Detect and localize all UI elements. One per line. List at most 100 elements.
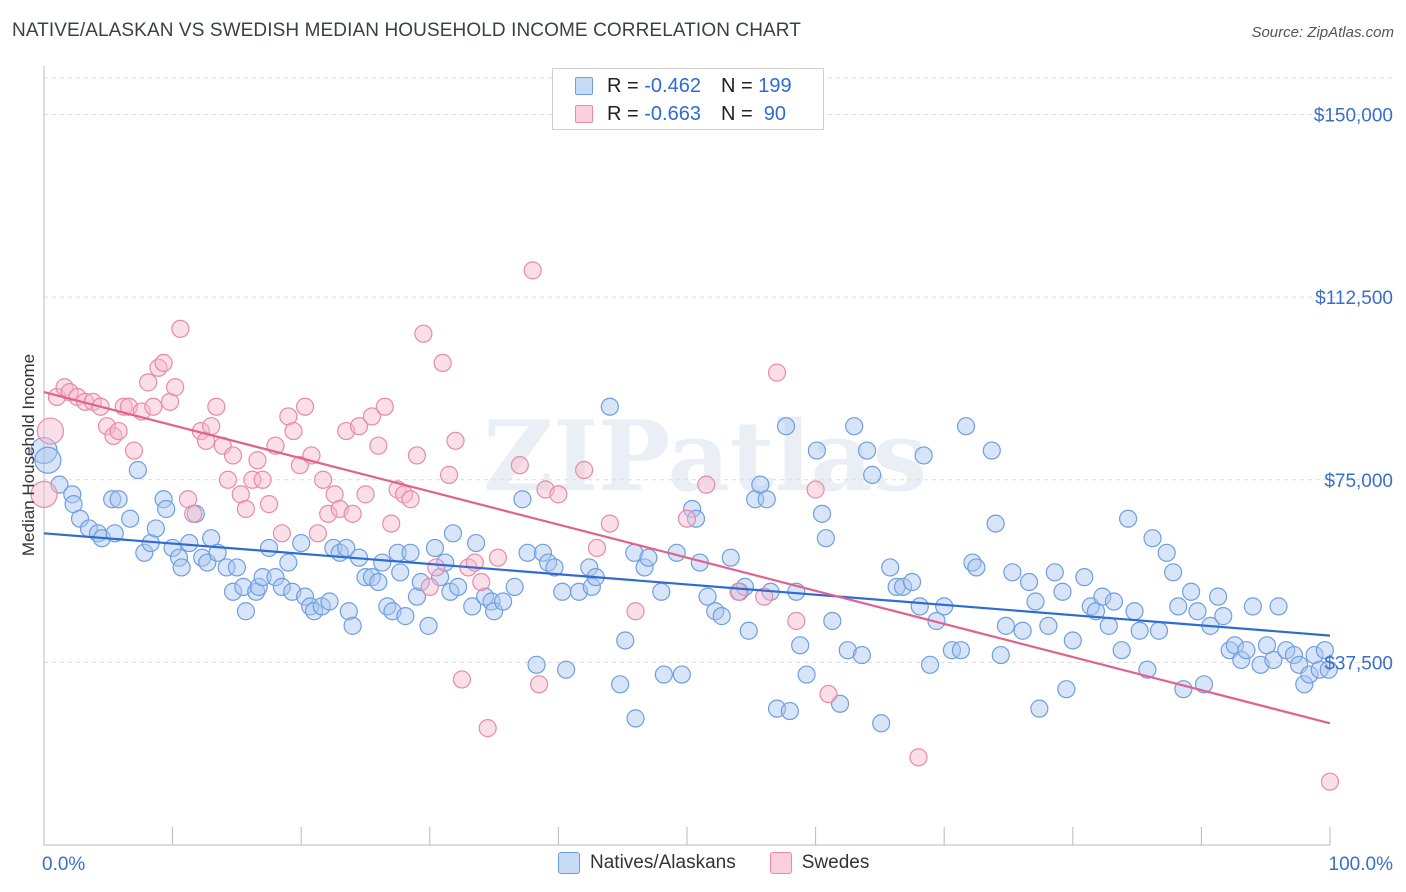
- data-point: [243, 470, 262, 489]
- data-point: [396, 607, 415, 626]
- data-point: [611, 675, 630, 694]
- data-point: [172, 558, 191, 577]
- legend-label-swedes: Swedes: [801, 852, 870, 873]
- data-point: [227, 558, 246, 577]
- data-point: [166, 378, 185, 397]
- data-point: [292, 533, 311, 553]
- legend-n-label: N =: [720, 102, 759, 125]
- data-point: [767, 363, 787, 382]
- data-point: [373, 553, 392, 572]
- y-tick-label: $75,000: [1324, 471, 1393, 492]
- data-point: [180, 533, 199, 553]
- legend-item-swedes: Swedes: [769, 852, 870, 874]
- y-tick-label: $37,500: [1324, 653, 1393, 674]
- data-point: [207, 397, 226, 416]
- data-point: [513, 490, 532, 509]
- data-point: [626, 602, 645, 621]
- legend-n-value: 90: [758, 102, 787, 125]
- data-point: [780, 701, 799, 721]
- data-point: [427, 558, 446, 577]
- legend-row-natives: R = -0.462 N = 199: [575, 73, 792, 99]
- data-point: [1269, 597, 1288, 616]
- data-point: [1143, 529, 1162, 548]
- data-point: [819, 684, 838, 704]
- grid-lines: [44, 77, 1394, 663]
- data-point: [36, 417, 65, 445]
- data-point: [63, 485, 82, 504]
- data-point: [217, 558, 236, 577]
- legend-swatch-natives: [575, 77, 593, 95]
- data-point: [1039, 616, 1058, 635]
- data-point: [1149, 621, 1169, 640]
- data-point: [967, 558, 986, 577]
- data-point: [266, 568, 285, 587]
- data-point: [128, 460, 147, 480]
- data-point: [290, 456, 310, 475]
- legend-swatch-swedes: [575, 105, 593, 123]
- data-point: [1209, 587, 1228, 606]
- data-point: [104, 426, 123, 446]
- data-point: [378, 597, 397, 616]
- x-tick-labels: 0.0% 100.0%: [42, 854, 1393, 875]
- data-point: [739, 621, 758, 640]
- data-point: [910, 597, 929, 616]
- data-point: [382, 514, 401, 533]
- data-point: [369, 572, 388, 592]
- data-point: [755, 587, 774, 606]
- data-point: [184, 504, 203, 523]
- data-point: [478, 719, 497, 738]
- data-point: [171, 319, 190, 338]
- data-point: [202, 417, 221, 436]
- data-point: [313, 470, 333, 489]
- data-point: [436, 553, 455, 572]
- data-point: [986, 514, 1005, 533]
- data-point: [1045, 563, 1064, 582]
- data-point: [414, 324, 433, 343]
- data-point: [893, 577, 913, 596]
- data-point: [806, 480, 825, 499]
- data-point: [253, 470, 272, 489]
- data-point: [1300, 665, 1319, 684]
- data-point: [721, 548, 740, 567]
- data-point: [1063, 631, 1082, 650]
- data-point: [639, 548, 658, 567]
- data-point: [807, 441, 826, 460]
- data-point: [349, 417, 369, 436]
- data-point: [1003, 563, 1022, 582]
- data-point: [284, 421, 303, 441]
- data-point: [1182, 582, 1201, 601]
- data-point: [626, 709, 645, 728]
- data-point: [1030, 699, 1049, 718]
- data-point: [356, 485, 375, 504]
- data-point: [253, 568, 272, 587]
- data-point: [757, 490, 776, 509]
- data-point: [996, 616, 1016, 635]
- data-point: [157, 499, 176, 519]
- legend-label-natives: Natives/Alaskans: [590, 852, 736, 873]
- trend-lines: [43, 391, 1331, 725]
- trend-line-swedes: [43, 391, 1331, 725]
- data-point: [557, 660, 576, 679]
- data-point: [1057, 680, 1076, 699]
- y-tick-label: $112,500: [1315, 288, 1393, 309]
- data-point: [452, 670, 472, 689]
- data-point: [419, 616, 438, 635]
- data-point: [30, 480, 58, 508]
- data-point: [1138, 660, 1157, 679]
- legend-swatch-natives: [558, 852, 580, 874]
- data-point: [139, 373, 158, 392]
- data-point: [1295, 675, 1314, 694]
- data-point: [218, 470, 237, 489]
- data-point: [97, 417, 117, 436]
- data-point: [698, 587, 717, 606]
- x-tick-label: 0.0%: [42, 854, 85, 875]
- data-point: [407, 587, 427, 606]
- data-point: [391, 563, 410, 582]
- data-point: [223, 582, 243, 601]
- data-point: [1188, 602, 1207, 621]
- data-point: [1164, 563, 1183, 582]
- data-point: [463, 597, 482, 616]
- data-point: [600, 514, 619, 533]
- data-point: [1099, 616, 1118, 635]
- data-point: [956, 417, 976, 436]
